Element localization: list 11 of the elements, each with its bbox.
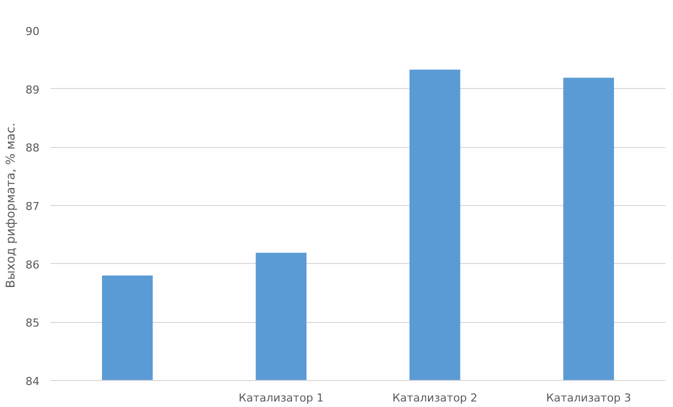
y-tick-label: 90 [26, 25, 40, 38]
x-tick-label: Катализатор 2 [392, 392, 478, 404]
y-axis-title: Выход риформата, % мас. [4, 122, 18, 288]
y-tick-label: 85 [26, 316, 40, 330]
y-tick-label: 89 [26, 83, 40, 96]
y-tick-label: 86 [26, 258, 40, 272]
y-tick-label: 84 [26, 375, 40, 388]
x-tick-label: Катализатор 1 [238, 392, 324, 404]
y-tick-label: 88 [26, 142, 40, 155]
y-tick-label: 87 [26, 200, 40, 213]
x-tick-label: Катализатор 3 [546, 392, 632, 404]
